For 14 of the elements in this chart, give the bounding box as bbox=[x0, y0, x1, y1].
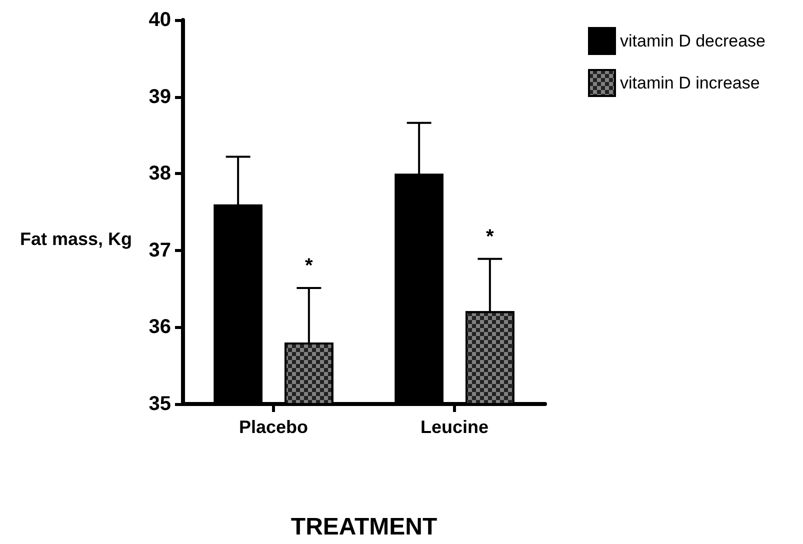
annotation: * bbox=[486, 226, 494, 248]
legend-label: vitamin D decrease bbox=[620, 32, 766, 50]
y-tick-label: 40 bbox=[148, 9, 171, 31]
x-axis-title: TREATMENT bbox=[290, 514, 438, 540]
y-tick-label: 39 bbox=[148, 86, 171, 108]
y-tick-label: 36 bbox=[148, 316, 171, 338]
x-tick-label: Placebo bbox=[238, 417, 308, 437]
annotation: * bbox=[305, 255, 314, 278]
y-axis-title: Fat mass, Kg bbox=[20, 229, 132, 249]
legend-label: vitamin D increase bbox=[620, 74, 760, 92]
x-tick-label: Leucine bbox=[420, 417, 489, 437]
y-tick-label: 37 bbox=[148, 239, 171, 262]
y-tick-label: 38 bbox=[148, 162, 171, 185]
y-tick-label: 35 bbox=[148, 393, 171, 415]
